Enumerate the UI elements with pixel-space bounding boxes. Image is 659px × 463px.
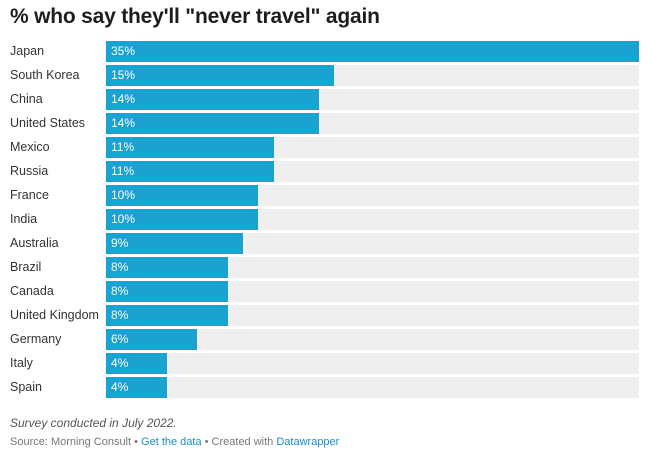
bar-track: 8% (106, 257, 639, 278)
bar-track: 4% (106, 377, 639, 398)
bar-row: Canada 8% (0, 281, 659, 302)
bar-track: 11% (106, 161, 639, 182)
bar (106, 377, 167, 398)
bar-row: China 14% (0, 89, 659, 110)
bar-value-label: 10% (111, 212, 136, 226)
created-with-text: • Created with (201, 436, 277, 448)
bar (106, 209, 259, 230)
bar (106, 41, 639, 62)
category-label: United Kingdom (10, 308, 99, 322)
category-label: France (10, 188, 49, 202)
bar-track: 8% (106, 281, 639, 302)
bar-row: India 10% (0, 209, 659, 230)
chart-footer: Source: Morning Consult • Get the data •… (10, 436, 339, 448)
survey-note: Survey conducted in July 2022. (10, 416, 177, 430)
category-label: Japan (10, 44, 45, 58)
bar-value-label: 9% (111, 236, 129, 250)
bar-row: Brazil 8% (0, 257, 659, 278)
bar-row: Mexico 11% (0, 137, 659, 158)
bar-row: United Kingdom 8% (0, 305, 659, 326)
bar (106, 185, 259, 206)
category-label: Italy (10, 356, 33, 370)
category-label: Russia (10, 164, 49, 178)
bar-row: South Korea 15% (0, 65, 659, 86)
category-label: Brazil (10, 260, 42, 274)
footer-separator: • (131, 436, 142, 448)
bar-track: 14% (106, 89, 639, 110)
bar-row: Italy 4% (0, 353, 659, 374)
bar (106, 281, 228, 302)
chart-title: % who say they'll "never travel" again (10, 5, 380, 28)
bar-value-label: 8% (111, 284, 129, 298)
bar (106, 65, 335, 86)
bar-value-label: 14% (111, 116, 136, 130)
datawrapper-link[interactable]: Datawrapper (276, 436, 340, 448)
category-label: Australia (10, 236, 59, 250)
bar (106, 161, 274, 182)
category-label: China (10, 92, 43, 106)
category-label: South Korea (10, 68, 80, 82)
bar (106, 89, 320, 110)
bar-value-label: 6% (111, 332, 129, 346)
bar-track: 8% (106, 305, 639, 326)
bar-track: 11% (106, 137, 639, 158)
bar-row: Japan 35% (0, 41, 659, 62)
bar (106, 329, 198, 350)
bar-track: 6% (106, 329, 639, 350)
bar-value-label: 11% (111, 140, 135, 154)
category-label: Canada (10, 284, 54, 298)
bar-value-label: 8% (111, 308, 129, 322)
bar-value-label: 10% (111, 188, 136, 202)
bar-value-label: 15% (111, 68, 136, 82)
bar-row: Germany 6% (0, 329, 659, 350)
category-label: Mexico (10, 140, 50, 154)
category-label: United States (10, 116, 86, 130)
bar-row: United States 14% (0, 113, 659, 134)
bar-value-label: 4% (111, 356, 129, 370)
bar-value-label: 8% (111, 260, 129, 274)
bar-track: 14% (106, 113, 639, 134)
bar-row: Spain 4% (0, 377, 659, 398)
bar (106, 233, 244, 254)
get-the-data-link[interactable]: Get the data (141, 436, 202, 448)
bar-value-label: 11% (111, 164, 135, 178)
bar-track: 10% (106, 185, 639, 206)
bar-track: 35% (106, 41, 639, 62)
bar-track: 10% (106, 209, 639, 230)
bar (106, 137, 274, 158)
source-text: Source: Morning Consult (10, 436, 132, 448)
bar-value-label: 14% (111, 92, 136, 106)
bar-row: France 10% (0, 185, 659, 206)
bar (106, 113, 320, 134)
bar (106, 353, 167, 374)
bar (106, 305, 228, 326)
bar-track: 15% (106, 65, 639, 86)
bar-track: 9% (106, 233, 639, 254)
bar-value-label: 4% (111, 380, 129, 394)
bar-track: 4% (106, 353, 639, 374)
bar-value-label: 35% (111, 44, 136, 58)
bar (106, 257, 228, 278)
category-label: India (10, 212, 38, 226)
category-label: Germany (10, 332, 62, 346)
category-label: Spain (10, 380, 42, 394)
bar-row: Russia 11% (0, 161, 659, 182)
bar-row: Australia 9% (0, 233, 659, 254)
